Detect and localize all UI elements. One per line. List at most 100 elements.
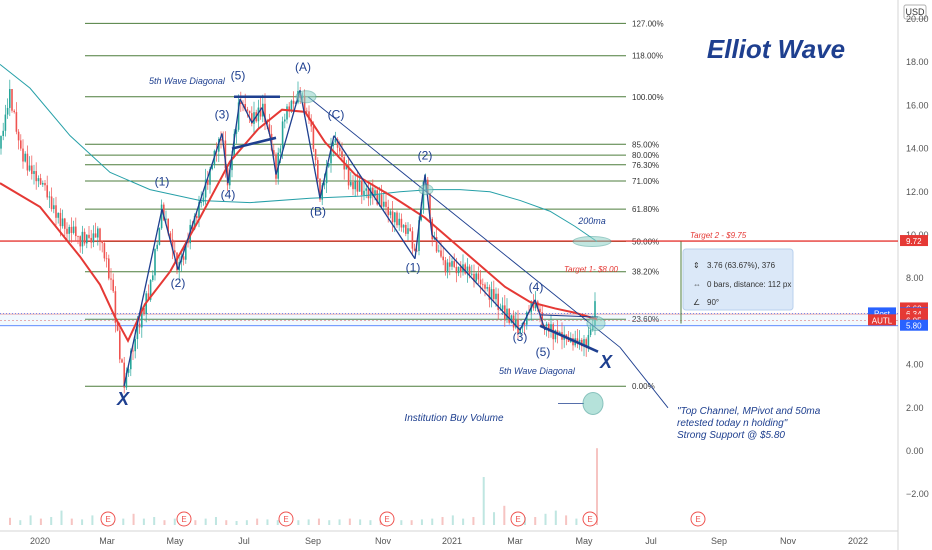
measure-line-1: 3.76 (63.67%), 376 xyxy=(707,261,776,270)
fibonacci-levels: 127.00% 118.00% 100.00% 85.00% 80.00%76.30% 7… xyxy=(0,19,898,391)
fib-level-label: 38.20% xyxy=(632,268,659,277)
candle-body xyxy=(70,226,73,233)
candle-body xyxy=(508,308,510,323)
wave-segment xyxy=(251,107,263,124)
candle-body xyxy=(193,215,196,230)
candle-body xyxy=(99,228,101,241)
candle-body xyxy=(132,350,134,352)
candle-body xyxy=(407,228,409,234)
x-tick-label: Jul xyxy=(645,536,657,546)
candle-body xyxy=(325,166,328,184)
candle-body xyxy=(512,315,515,328)
candle-body xyxy=(130,350,132,370)
x-tick-label: Jul xyxy=(238,536,250,546)
diagonal-label-bottom: 5th Wave Diagonal xyxy=(499,366,576,376)
volume-bar xyxy=(173,518,176,525)
candle-body xyxy=(0,136,2,149)
candle-body xyxy=(42,183,44,185)
candle-body xyxy=(224,140,227,169)
earnings-marker xyxy=(690,511,706,527)
candle-body xyxy=(37,178,40,182)
candle-body xyxy=(50,196,53,210)
candle-body xyxy=(308,111,310,120)
candle-body xyxy=(248,110,251,114)
wave-label: (B) xyxy=(310,205,326,219)
candle-body xyxy=(314,149,317,161)
y-tick-label: −2.00 xyxy=(906,489,929,499)
candle-body xyxy=(143,308,145,315)
candle-body xyxy=(400,218,403,228)
wave-segment xyxy=(431,234,521,331)
currency-badge[interactable] xyxy=(903,4,927,20)
volume-bar xyxy=(328,520,331,525)
candle-body xyxy=(53,205,55,210)
candle-body xyxy=(488,287,491,300)
earnings-marker-label: E xyxy=(105,515,110,524)
candle-body xyxy=(24,153,26,162)
candle-body xyxy=(134,339,136,352)
candle-body xyxy=(165,218,167,220)
earnings-marker xyxy=(176,511,192,527)
volume-bar xyxy=(338,519,341,525)
candle-body xyxy=(196,215,198,219)
candle-body xyxy=(246,109,249,111)
candle-body xyxy=(334,139,337,143)
volume-bar xyxy=(596,448,598,525)
candle-body xyxy=(281,121,284,149)
candle-body xyxy=(416,250,418,252)
volume-bar xyxy=(225,520,228,525)
candle-body xyxy=(475,273,477,282)
candle-body xyxy=(376,190,378,205)
y-tick-label: 12.00 xyxy=(906,187,929,197)
y-tick-label: 16.00 xyxy=(906,100,929,110)
candle-body xyxy=(101,240,103,244)
candle-body xyxy=(64,218,66,229)
diagonal-lower-2021 xyxy=(539,324,599,353)
candle-body xyxy=(83,231,86,244)
candle-body xyxy=(389,211,392,216)
x-tick-label: 2021 xyxy=(442,536,462,546)
candle-body xyxy=(275,154,277,179)
comment-pointer xyxy=(619,347,669,409)
candle-body xyxy=(268,124,271,134)
candle-body xyxy=(123,362,125,388)
currency-label: USD xyxy=(905,7,925,17)
fib-level-label: 80.00% xyxy=(632,151,659,160)
candle-body xyxy=(244,104,246,110)
candle-body xyxy=(431,219,433,240)
wave-segment xyxy=(227,98,241,184)
candle-body xyxy=(72,226,75,233)
price-label: 9.72 xyxy=(906,237,922,246)
candle-body xyxy=(449,262,451,267)
wave-label: (5) xyxy=(536,345,551,359)
candle-body xyxy=(537,301,539,309)
candle-body xyxy=(565,334,568,338)
candle-body xyxy=(171,239,174,251)
x-tick-label: Sep xyxy=(711,536,727,546)
y-tick-label: 4.00 xyxy=(906,360,924,370)
y-tick-label: 10.00 xyxy=(906,230,929,240)
candle-body xyxy=(405,224,407,234)
candle-body xyxy=(292,100,295,104)
candle-body xyxy=(273,150,275,155)
candle-body xyxy=(39,178,42,185)
candle-body xyxy=(330,146,332,164)
candle-body xyxy=(127,369,130,373)
volume-bar xyxy=(122,518,125,525)
earnings-marker-label: E xyxy=(587,515,592,524)
candle-body xyxy=(363,190,365,195)
candle-body xyxy=(138,323,141,328)
candle-body xyxy=(44,183,46,186)
candle-body xyxy=(457,266,460,274)
candle-body xyxy=(372,187,374,196)
candle-body xyxy=(548,323,550,332)
wave-label: (C) xyxy=(328,107,345,121)
candle-body xyxy=(202,197,205,203)
candle-body xyxy=(451,261,453,267)
y-tick-label: 0.00 xyxy=(906,446,924,456)
candle-body xyxy=(321,185,323,200)
wave-segment xyxy=(221,133,229,184)
candle-body xyxy=(15,112,18,132)
x-tick-label: Nov xyxy=(375,536,392,546)
